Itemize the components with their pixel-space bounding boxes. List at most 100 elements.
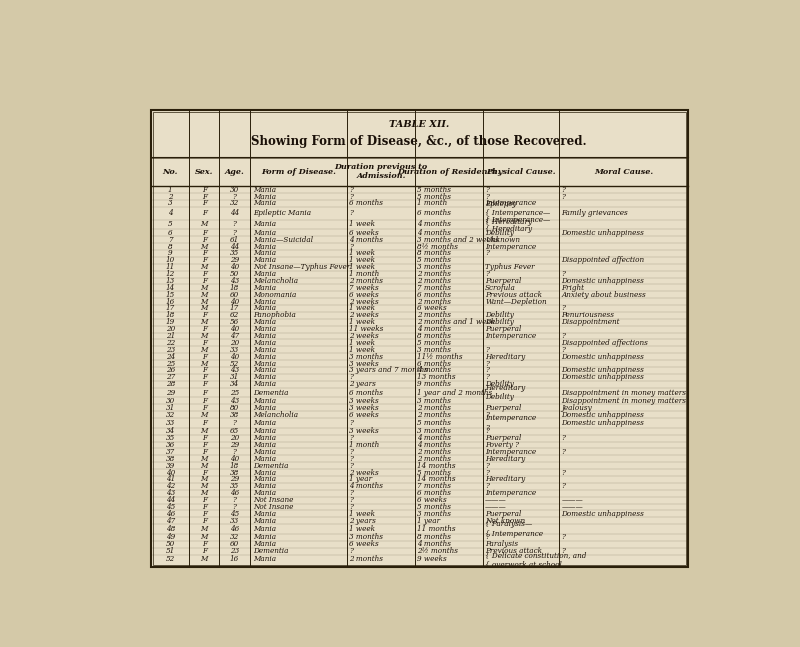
Text: Mania: Mania [254, 468, 276, 477]
Text: 3 weeks: 3 weeks [350, 397, 379, 405]
Text: Debility: Debility [485, 311, 514, 320]
Text: ?: ? [350, 503, 353, 511]
Text: 34: 34 [230, 380, 239, 388]
Text: 3 months: 3 months [350, 353, 383, 360]
Text: Domestic unhappiness: Domestic unhappiness [562, 277, 644, 285]
Text: Showing Form of Disease, &c., of those Recovered.: Showing Form of Disease, &c., of those R… [251, 135, 587, 148]
Text: 2 years: 2 years [350, 380, 376, 388]
Text: ?: ? [562, 547, 566, 555]
Text: Penuriousness: Penuriousness [562, 311, 614, 320]
Text: Intemperance: Intemperance [485, 448, 536, 456]
Text: 21: 21 [166, 332, 174, 340]
Text: M: M [201, 305, 208, 313]
Text: 2 weeks: 2 weeks [350, 468, 379, 477]
Text: M: M [201, 263, 208, 271]
Text: 1 month: 1 month [350, 441, 379, 449]
Text: M: M [201, 489, 208, 497]
Text: ?: ? [233, 496, 237, 504]
Text: 16: 16 [166, 298, 174, 305]
Text: ?: ? [562, 448, 566, 456]
Text: 4 months: 4 months [418, 325, 451, 333]
Text: 32: 32 [166, 411, 174, 419]
Text: M: M [201, 318, 208, 326]
Text: 4 months: 4 months [418, 434, 451, 442]
Text: Epilepsy
{ Intemperance—
{ Hereditary: Epilepsy { Intemperance— { Hereditary [485, 200, 550, 226]
Text: F: F [202, 199, 206, 208]
Text: ?: ? [562, 332, 566, 340]
Text: 5 months: 5 months [418, 186, 451, 193]
Text: 1 week: 1 week [350, 525, 375, 533]
Text: Mania: Mania [254, 510, 276, 518]
Text: 31: 31 [230, 373, 239, 381]
Bar [151, 110, 688, 567]
Text: 48: 48 [166, 525, 174, 533]
Text: 33: 33 [230, 517, 239, 525]
Text: 14 months: 14 months [418, 476, 456, 483]
Text: ?: ? [350, 434, 353, 442]
Text: F: F [202, 270, 206, 278]
Text: 10: 10 [166, 256, 174, 265]
Text: F: F [202, 373, 206, 381]
Text: ?: ? [485, 360, 489, 367]
Text: { Paralysis—
{ Intemperance: { Paralysis— { Intemperance [485, 520, 543, 538]
Text: 1 week: 1 week [350, 345, 375, 354]
Text: 4 months: 4 months [418, 229, 451, 237]
Text: 6 months: 6 months [418, 489, 451, 497]
Text: 17: 17 [230, 305, 239, 313]
Text: M: M [201, 556, 208, 564]
Text: Domestic unhappiness: Domestic unhappiness [562, 229, 644, 237]
Text: Want—Depletion: Want—Depletion [485, 298, 546, 305]
Text: Puerperal: Puerperal [485, 510, 522, 518]
Text: ?: ? [350, 373, 353, 381]
Text: 45: 45 [166, 503, 174, 511]
Text: 12: 12 [166, 270, 174, 278]
Text: 38: 38 [230, 468, 239, 477]
Text: ?: ? [562, 345, 566, 354]
Text: Mania: Mania [254, 318, 276, 326]
Text: M: M [201, 525, 208, 533]
Text: Mania: Mania [254, 434, 276, 442]
Text: F: F [202, 236, 206, 244]
Text: 5 months: 5 months [418, 256, 451, 265]
Text: Disappointed affections: Disappointed affections [562, 339, 648, 347]
Text: 2 months: 2 months [418, 311, 451, 320]
Text: M: M [201, 533, 208, 542]
Text: 20: 20 [230, 339, 239, 347]
Text: Puerperal: Puerperal [485, 404, 522, 411]
Text: 4 months: 4 months [418, 441, 451, 449]
Text: F: F [202, 496, 206, 504]
Text: 1 year and 2 months: 1 year and 2 months [418, 388, 493, 397]
Text: ?: ? [485, 482, 489, 490]
Text: ?: ? [350, 455, 353, 463]
Text: M: M [201, 345, 208, 354]
Text: 45: 45 [230, 510, 239, 518]
Text: 60: 60 [230, 291, 239, 299]
Text: F: F [202, 397, 206, 405]
Text: Puerperal: Puerperal [485, 434, 522, 442]
Text: 32: 32 [230, 533, 239, 542]
Text: 1 year: 1 year [418, 517, 441, 525]
Text: 2 months: 2 months [418, 270, 451, 278]
Text: 25: 25 [230, 388, 239, 397]
Text: 2 weeks: 2 weeks [350, 298, 379, 305]
Text: F: F [202, 380, 206, 388]
Text: 65: 65 [230, 427, 239, 435]
Text: 41: 41 [166, 476, 174, 483]
Text: 6 months: 6 months [418, 360, 451, 367]
Text: M: M [201, 243, 208, 250]
Text: Mania: Mania [254, 360, 276, 367]
Text: 40: 40 [230, 455, 239, 463]
Text: Mania: Mania [254, 482, 276, 490]
Text: 1 month: 1 month [418, 199, 448, 208]
Text: Mania: Mania [254, 221, 276, 228]
Text: 30: 30 [230, 186, 239, 193]
Text: Intemperance: Intemperance [485, 332, 536, 340]
Text: 6 weeks: 6 weeks [350, 229, 379, 237]
Text: F: F [202, 388, 206, 397]
Text: 3 months: 3 months [418, 345, 451, 354]
Text: Intemperance: Intemperance [485, 243, 536, 250]
Text: Domestic unhappiness: Domestic unhappiness [562, 419, 644, 427]
Text: F: F [202, 186, 206, 193]
Text: ———: ——— [485, 496, 507, 504]
Text: Paralysis: Paralysis [485, 540, 518, 548]
